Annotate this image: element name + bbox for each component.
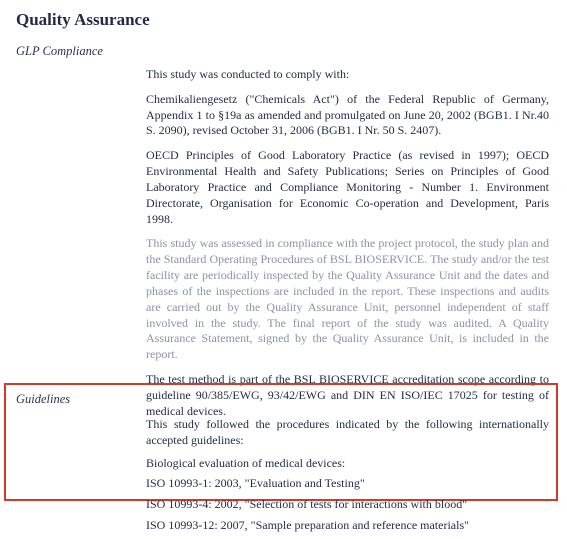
guidelines-intro: This study followed the procedures indic…: [146, 417, 549, 449]
guidelines-heading: Biological evaluation of medical devices…: [146, 456, 549, 472]
glp-body: This study was conducted to comply with:…: [146, 67, 549, 420]
guidelines-body: This study followed the procedures indic…: [146, 417, 549, 534]
glp-para-chemicals-act: Chemikaliengesetz ("Chemicals Act") of t…: [146, 92, 549, 139]
guidelines-item: ISO 10993-12: 2007, "Sample preparation …: [146, 518, 549, 534]
page-title: Quality Assurance: [16, 10, 549, 30]
glp-para-assessment: This study was assessed in compliance wi…: [146, 236, 549, 363]
guidelines-section-label: Guidelines: [16, 392, 549, 407]
guidelines-item: ISO 10993-1: 2003, "Evaluation and Testi…: [146, 476, 549, 492]
glp-intro: This study was conducted to comply with:: [146, 67, 549, 83]
guidelines-item: ISO 10993-4: 2002, "Selection of tests f…: [146, 497, 549, 513]
glp-section-label: GLP Compliance: [16, 44, 549, 59]
guidelines-section: Guidelines This study followed the proce…: [16, 392, 549, 539]
page: Quality Assurance GLP Compliance This st…: [0, 0, 567, 441]
glp-para-oecd: OECD Principles of Good Laboratory Pract…: [146, 148, 549, 227]
